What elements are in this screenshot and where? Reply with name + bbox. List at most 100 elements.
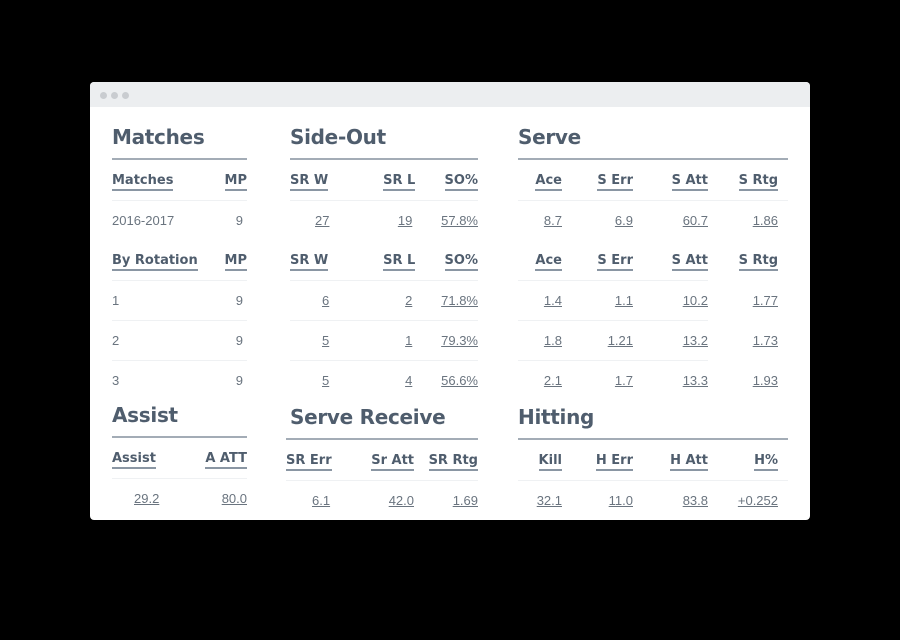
column-header[interactable]: Ace (518, 240, 562, 281)
stat-link[interactable]: +0.252 (737, 493, 778, 508)
stat-link[interactable]: 10.2 (682, 293, 708, 308)
window-titlebar (90, 82, 810, 107)
table-row: 6 2 71.8% (290, 280, 478, 321)
stat-link[interactable]: 60.7 (682, 213, 708, 228)
stat-link[interactable]: 6.1 (312, 493, 331, 508)
stat-link[interactable]: 80.0 (221, 491, 247, 506)
cell: 1 (112, 280, 207, 321)
column-header[interactable]: S Err (562, 240, 633, 281)
stat-link[interactable]: 1.69 (452, 493, 478, 508)
matches-section: Matches Matches MP 2016-2017 9 By Rotati… (112, 122, 247, 400)
stat-link[interactable]: 5 (322, 373, 330, 388)
stat-link[interactable]: 13.2 (682, 333, 708, 348)
minimize-dot-icon[interactable] (111, 92, 118, 99)
column-header[interactable]: Assist (112, 438, 180, 479)
table-row: 1.8 1.21 13.2 1.73 (518, 320, 788, 361)
section-title: Hitting (518, 402, 788, 440)
stat-link[interactable]: 1.7 (614, 373, 633, 388)
cell: 9 (207, 320, 247, 361)
stat-link[interactable]: 6 (322, 293, 330, 308)
column-header[interactable]: S Rtg (708, 240, 788, 281)
section-title: Serve Receive (286, 402, 478, 440)
sideout-season-table: SR W SR L SO% 27 19 57.8% (290, 160, 478, 240)
table-row: 2 9 (112, 320, 247, 361)
column-header[interactable]: SR W (290, 240, 353, 281)
stat-link[interactable]: 42.0 (388, 493, 414, 508)
sideout-section: Side-Out SR W SR L SO% 27 19 57.8% SR W … (290, 122, 478, 400)
table-row: 1.4 1.1 10.2 1.77 (518, 280, 788, 321)
column-header[interactable]: SR Rtg (414, 440, 478, 481)
stat-link[interactable]: 6.9 (614, 213, 633, 228)
cell: 9 (235, 213, 243, 228)
hitting-section: Hitting Kill H Err H Att H% 32.1 11.0 83… (518, 402, 788, 520)
column-header[interactable]: Kill (518, 440, 562, 481)
maximize-dot-icon[interactable] (122, 92, 129, 99)
section-title: Side-Out (290, 122, 478, 160)
table-row: 27 19 57.8% (290, 201, 478, 241)
table-row: 29.2 80.0 (112, 479, 247, 519)
column-header[interactable]: MP (207, 160, 247, 201)
column-header[interactable]: Ace (518, 160, 562, 201)
column-header[interactable]: Matches (112, 160, 207, 201)
stat-link[interactable]: 32.1 (536, 493, 562, 508)
stat-link[interactable]: 5 (322, 333, 330, 348)
column-header[interactable]: H Err (562, 440, 633, 481)
column-header[interactable]: SR Err (286, 440, 350, 481)
column-header[interactable]: SR W (290, 160, 353, 201)
column-header[interactable]: S Att (633, 160, 708, 201)
stat-link[interactable]: 27 (315, 213, 330, 228)
serve-receive-table: SR Err Sr Att SR Rtg 6.1 42.0 1.69 (286, 440, 478, 520)
column-header[interactable]: By Rotation (112, 240, 207, 281)
serve-season-table: Ace S Err S Att S Rtg 8.7 6.9 60.7 1.86 (518, 160, 788, 240)
stat-link[interactable]: 13.3 (682, 373, 708, 388)
column-header[interactable]: Sr Att (350, 440, 414, 481)
stat-link[interactable]: 1.4 (543, 293, 562, 308)
stat-link[interactable]: 83.8 (682, 493, 708, 508)
stat-link[interactable]: 1.8 (543, 333, 562, 348)
table-row: 5 4 56.6% (290, 361, 478, 401)
section-title: Matches (112, 122, 247, 160)
cell: 9 (235, 373, 243, 388)
browser-window: Matches Matches MP 2016-2017 9 By Rotati… (90, 82, 810, 520)
stat-link[interactable]: 4 (405, 373, 413, 388)
column-header[interactable]: SR L (352, 160, 416, 201)
column-header[interactable]: H% (708, 440, 788, 481)
stat-link[interactable]: 19 (397, 213, 413, 228)
stat-link[interactable]: 79.3% (441, 333, 478, 348)
cell: 2 (112, 320, 207, 361)
stat-link[interactable]: 1.1 (614, 293, 633, 308)
column-header[interactable]: SO% (415, 240, 478, 281)
serve-receive-section: Serve Receive SR Err Sr Att SR Rtg 6.1 4… (286, 402, 478, 520)
stat-link[interactable]: 71.8% (441, 293, 478, 308)
table-row: 1 9 (112, 280, 247, 321)
matches-rotation-table: By Rotation MP 1 9 2 9 3 9 (112, 240, 247, 400)
close-dot-icon[interactable] (100, 92, 107, 99)
column-header[interactable]: S Rtg (708, 160, 788, 201)
sideout-rotation-table: SR W SR L SO% 6 2 71.8% 5 1 79.3% 5 4 56… (290, 240, 478, 400)
stat-link[interactable]: 1 (405, 333, 413, 348)
stat-link[interactable]: 1.86 (752, 213, 778, 228)
stat-link[interactable]: 29.2 (134, 491, 160, 506)
table-row: 32.1 11.0 83.8 +0.252 (518, 481, 788, 521)
column-header[interactable]: A ATT (179, 438, 247, 479)
stat-link[interactable]: 1.21 (607, 333, 633, 348)
table-row: 2.1 1.7 13.3 1.93 (518, 361, 788, 401)
stat-link[interactable]: 1.77 (752, 293, 778, 308)
stat-link[interactable]: 8.7 (543, 213, 562, 228)
column-header[interactable]: MP (207, 240, 247, 281)
stat-link[interactable]: 1.93 (752, 372, 778, 388)
stat-link[interactable]: 2.1 (543, 373, 562, 388)
stat-link[interactable]: 56.6% (441, 373, 478, 388)
column-header[interactable]: S Err (562, 160, 633, 201)
stat-link[interactable]: 2 (405, 293, 413, 308)
hitting-table: Kill H Err H Att H% 32.1 11.0 83.8 +0.25… (518, 440, 788, 520)
column-header[interactable]: S Att (633, 240, 708, 281)
stat-link[interactable]: 11.0 (608, 493, 633, 508)
stat-link[interactable]: 1.73 (752, 333, 778, 348)
stat-link[interactable]: 57.8% (441, 213, 478, 228)
serve-section: Serve Ace S Err S Att S Rtg 8.7 6.9 60.7… (518, 122, 788, 400)
column-header[interactable]: SR L (352, 240, 416, 281)
column-header[interactable]: H Att (633, 440, 708, 481)
cell: 3 (112, 373, 120, 388)
column-header[interactable]: SO% (415, 160, 478, 201)
